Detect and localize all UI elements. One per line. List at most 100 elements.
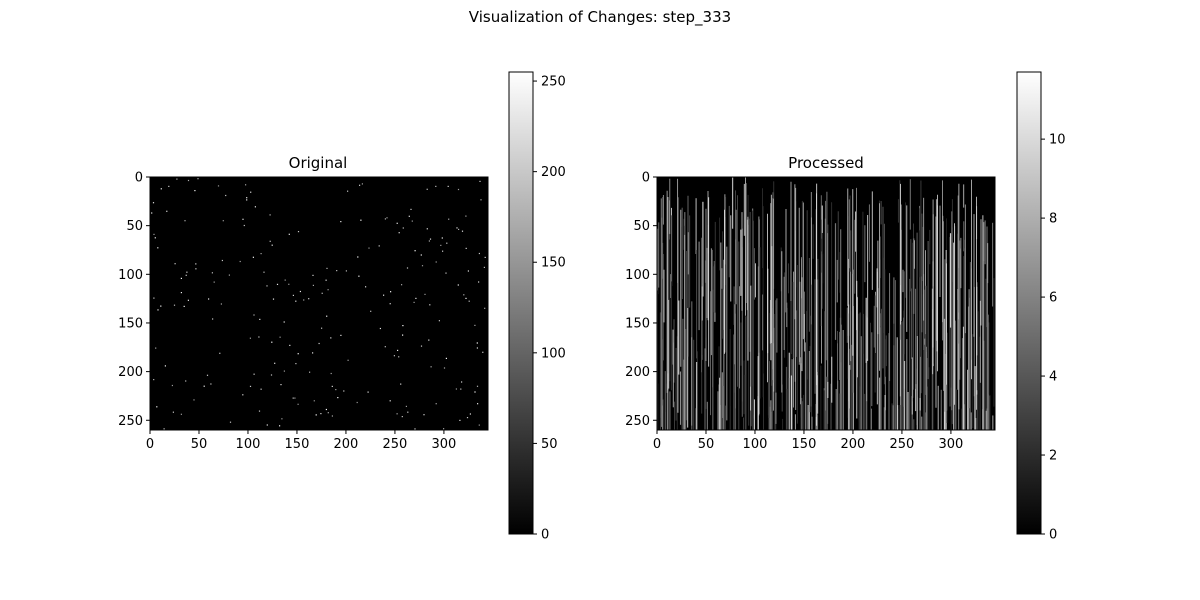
bright-pixel <box>368 247 370 249</box>
bright-pixel <box>249 385 252 387</box>
bright-pixel <box>260 253 262 255</box>
bright-pixel <box>420 345 423 347</box>
bright-pixel <box>252 256 254 258</box>
bright-pixel <box>483 266 485 268</box>
bright-pixel <box>283 370 285 372</box>
bright-pixel <box>435 403 437 405</box>
bright-pixel <box>347 190 349 192</box>
bright-pixel <box>313 400 315 402</box>
bright-pixel <box>408 215 410 217</box>
bright-pixel <box>448 218 450 220</box>
y-tick-label: 100 <box>118 268 143 283</box>
bright-pixel <box>297 353 299 355</box>
bright-pixel <box>151 212 153 214</box>
bright-pixel <box>398 232 400 234</box>
bright-pixel <box>289 344 291 346</box>
bright-pixel <box>331 385 333 387</box>
bright-pixel <box>327 289 329 291</box>
bright-pixel <box>389 400 391 402</box>
x-tick-label: 50 <box>698 437 715 452</box>
bright-pixel <box>445 357 447 359</box>
processed-title: Processed <box>788 154 864 172</box>
colorbar-tick-label: 100 <box>541 346 566 361</box>
bright-pixel <box>160 188 162 190</box>
colorbar-tick-label: 10 <box>1049 133 1066 148</box>
bright-pixel <box>171 384 173 387</box>
bright-pixel <box>331 415 333 417</box>
y-tick-label: 200 <box>118 365 143 380</box>
bright-pixel <box>242 218 244 220</box>
bright-pixel <box>438 320 440 322</box>
bright-pixel <box>213 281 215 283</box>
bright-pixel <box>420 254 422 256</box>
bright-pixel <box>384 346 386 348</box>
bright-pixel <box>428 240 430 242</box>
bright-pixel <box>249 337 251 339</box>
bright-pixel <box>401 416 403 418</box>
bright-pixel <box>206 374 209 376</box>
bright-pixel <box>245 184 247 186</box>
bright-pixel <box>274 362 276 364</box>
y-tick-label: 150 <box>625 316 650 331</box>
original-x-ticks: 0 50 100 150 200 250 300 <box>146 430 456 452</box>
y-tick-label: 100 <box>625 268 650 283</box>
bright-pixel <box>180 277 182 279</box>
bright-pixel <box>176 178 178 180</box>
bright-pixel <box>414 428 416 430</box>
y-tick-label: 150 <box>118 316 143 331</box>
bright-pixel <box>326 315 328 317</box>
bright-pixel <box>153 233 155 235</box>
bright-pixel <box>360 219 362 221</box>
bright-pixel <box>185 274 187 276</box>
bright-pixel <box>476 385 479 387</box>
original-colorbar-ticks: 0 50 100 150 200 250 <box>533 75 566 543</box>
bright-pixel <box>378 245 380 247</box>
bright-pixel <box>180 292 182 294</box>
bright-pixel <box>465 297 467 299</box>
colorbar-tick-label: 200 <box>541 165 566 180</box>
colorbar-tick-label: 2 <box>1049 449 1057 464</box>
x-tick-label: 200 <box>334 437 359 452</box>
bright-pixel <box>186 271 188 273</box>
bright-pixel <box>154 237 156 239</box>
x-tick-label: 150 <box>792 437 817 452</box>
bright-pixel <box>279 336 281 338</box>
bright-pixel <box>281 418 283 420</box>
bright-pixel <box>457 188 460 191</box>
bright-pixel <box>173 304 176 306</box>
bright-pixel <box>396 222 398 224</box>
bright-pixel <box>312 274 314 276</box>
bright-pixel <box>413 301 415 303</box>
bright-pixel <box>461 230 464 232</box>
bright-pixel <box>269 214 271 216</box>
bright-pixel <box>447 185 449 187</box>
y-tick-label: 250 <box>118 414 143 429</box>
colorbar-tick-label: 8 <box>1049 212 1057 227</box>
bright-pixel <box>468 300 470 302</box>
colorbar-tick-label: 6 <box>1049 291 1057 306</box>
bright-pixel <box>484 256 486 258</box>
bright-pixel <box>228 274 230 276</box>
bright-pixel <box>479 180 481 182</box>
x-tick-label: 100 <box>743 437 768 452</box>
bright-pixel <box>309 371 311 373</box>
bright-pixel <box>457 284 459 286</box>
bright-pixel <box>211 272 213 274</box>
bright-pixel <box>402 334 404 336</box>
bright-pixel <box>476 347 478 349</box>
x-tick-label: 0 <box>653 437 661 452</box>
bright-pixel <box>441 237 443 239</box>
x-tick-label: 150 <box>285 437 310 452</box>
bright-pixel <box>193 399 195 401</box>
bright-pixel <box>478 281 480 283</box>
processed-y-ticks: 0 50 100 150 200 250 <box>625 171 657 429</box>
colorbar-tick-label: 50 <box>541 437 558 452</box>
original-image-area <box>150 177 488 430</box>
bright-pixel <box>172 411 174 413</box>
bright-pixel <box>397 349 399 351</box>
bright-pixel <box>258 336 260 338</box>
bright-pixel <box>337 397 339 399</box>
bright-pixel <box>184 220 186 222</box>
original-colorbar <box>508 71 534 535</box>
bright-pixel <box>326 267 328 269</box>
